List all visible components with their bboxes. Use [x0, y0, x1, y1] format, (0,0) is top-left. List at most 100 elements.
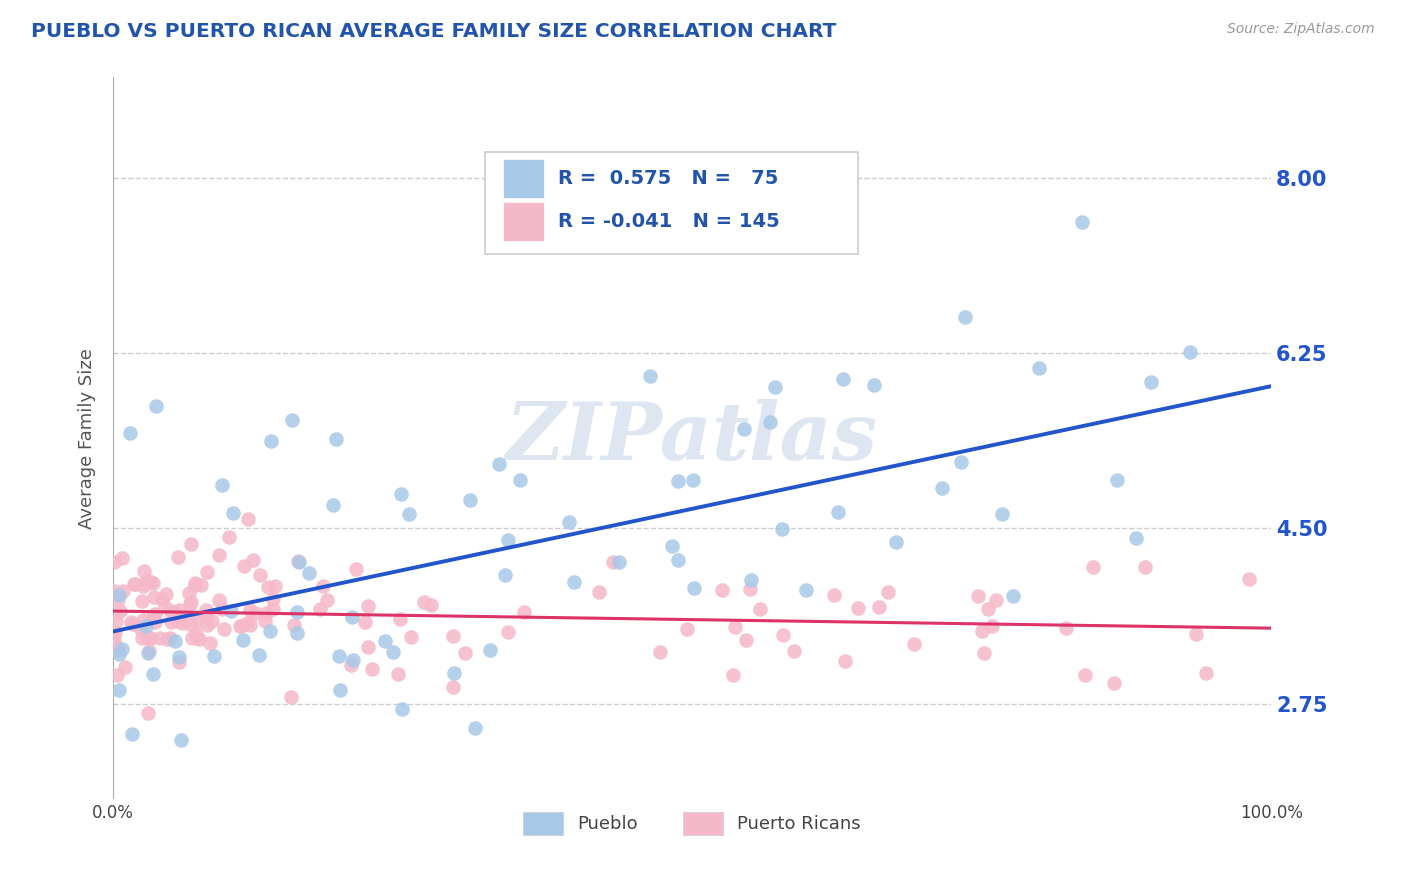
Point	[242, 553, 264, 567]
Point	[834, 654, 856, 668]
Point	[159, 631, 181, 645]
Point	[1195, 666, 1218, 681]
Point	[142, 667, 165, 681]
Point	[973, 647, 995, 661]
Point	[509, 473, 531, 487]
Point	[120, 615, 142, 629]
Point	[413, 595, 436, 609]
Point	[734, 633, 756, 648]
Point	[772, 522, 794, 536]
Point	[316, 593, 339, 607]
Point	[180, 537, 202, 551]
Point	[340, 657, 363, 672]
Point	[160, 604, 183, 618]
Point	[981, 619, 1004, 633]
Point	[738, 582, 761, 597]
Point	[977, 602, 1000, 616]
Point	[153, 599, 176, 614]
Point	[498, 625, 520, 640]
Point	[464, 721, 486, 735]
Point	[145, 399, 167, 413]
Point	[104, 640, 127, 655]
Point	[1237, 572, 1260, 586]
Point	[131, 593, 153, 607]
Point	[262, 591, 284, 606]
Point	[195, 617, 218, 632]
Point	[1133, 560, 1156, 574]
Point	[107, 682, 129, 697]
Point	[868, 600, 890, 615]
Point	[167, 603, 190, 617]
Point	[884, 534, 907, 549]
Point	[772, 627, 794, 641]
Point	[122, 617, 145, 632]
Point	[104, 637, 127, 651]
Point	[588, 585, 610, 599]
Point	[103, 556, 125, 570]
Point	[120, 426, 142, 441]
Point	[142, 591, 165, 605]
Point	[184, 575, 207, 590]
Point	[195, 566, 218, 580]
Point	[783, 643, 806, 657]
Point	[181, 631, 204, 645]
Point	[280, 413, 302, 427]
Point	[749, 602, 772, 616]
Point	[170, 732, 193, 747]
Point	[443, 681, 465, 695]
Point	[986, 593, 1008, 607]
Point	[107, 647, 129, 661]
Point	[187, 631, 209, 645]
Point	[391, 701, 413, 715]
Point	[121, 727, 143, 741]
Point	[972, 624, 994, 638]
Point	[387, 667, 409, 681]
Point	[239, 618, 262, 632]
Point	[124, 577, 146, 591]
Point	[103, 588, 125, 602]
Point	[198, 636, 221, 650]
Point	[136, 647, 159, 661]
Point	[607, 555, 630, 569]
Point	[264, 579, 287, 593]
Point	[114, 660, 136, 674]
Point	[496, 533, 519, 547]
Point	[357, 640, 380, 654]
Point	[991, 507, 1014, 521]
Point	[354, 615, 377, 630]
Point	[167, 615, 190, 629]
Point	[357, 599, 380, 613]
Point	[111, 642, 134, 657]
Point	[104, 624, 127, 639]
Point	[329, 683, 352, 698]
Point	[163, 607, 186, 621]
Point	[1070, 214, 1092, 228]
Point	[966, 589, 988, 603]
Point	[724, 620, 747, 634]
Text: R =  0.575   N =   75: R = 0.575 N = 75	[558, 169, 779, 188]
Point	[441, 629, 464, 643]
Point	[328, 649, 350, 664]
Point	[374, 633, 396, 648]
Point	[479, 643, 502, 657]
Point	[759, 415, 782, 429]
Point	[950, 454, 973, 468]
Point	[211, 602, 233, 616]
Point	[733, 422, 755, 436]
Point	[283, 617, 305, 632]
Point	[398, 507, 420, 521]
Point	[846, 600, 869, 615]
Point	[194, 609, 217, 624]
Point	[280, 690, 302, 704]
Point	[661, 539, 683, 553]
Point	[111, 583, 134, 598]
Point	[287, 554, 309, 568]
Point	[138, 644, 160, 658]
Point	[149, 632, 172, 646]
Point	[138, 574, 160, 589]
Point	[107, 642, 129, 657]
Point	[1180, 345, 1202, 359]
Point	[361, 662, 384, 676]
Point	[1081, 560, 1104, 574]
Point	[202, 649, 225, 664]
